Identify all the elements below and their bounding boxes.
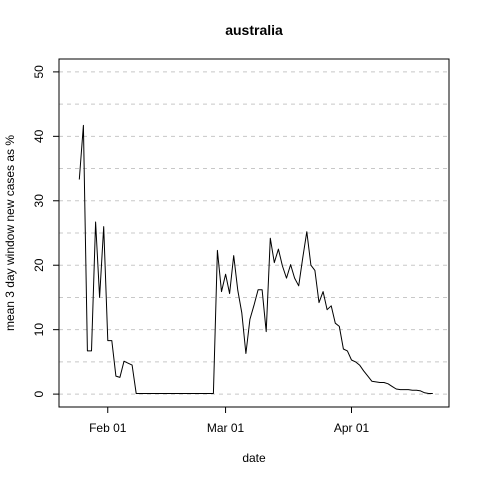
y-tick-label: 50: [32, 65, 46, 79]
y-axis-label: mean 3 day window new cases as %: [3, 135, 17, 331]
x-axis-label: date: [242, 451, 266, 465]
y-axis: 0 10 20 30 40 50: [32, 65, 59, 397]
gridlines: [59, 71, 449, 395]
series-line-0: [78, 124, 433, 394]
plot-frame: [58, 58, 450, 408]
x-tick-label: Apr 01: [334, 421, 370, 435]
x-tick-label: Mar 01: [207, 421, 245, 435]
y-tick-label: 40: [32, 129, 46, 143]
x-tick-label: Feb 01: [89, 421, 127, 435]
y-tick-label: 0: [32, 390, 46, 397]
x-axis: Feb 01 Mar 01 Apr 01: [89, 407, 370, 435]
y-tick-label: 30: [32, 194, 46, 208]
chart-title: australia: [225, 22, 283, 38]
series-group: [78, 124, 433, 394]
y-tick-label: 20: [32, 258, 46, 272]
y-tick-label: 10: [32, 323, 46, 337]
